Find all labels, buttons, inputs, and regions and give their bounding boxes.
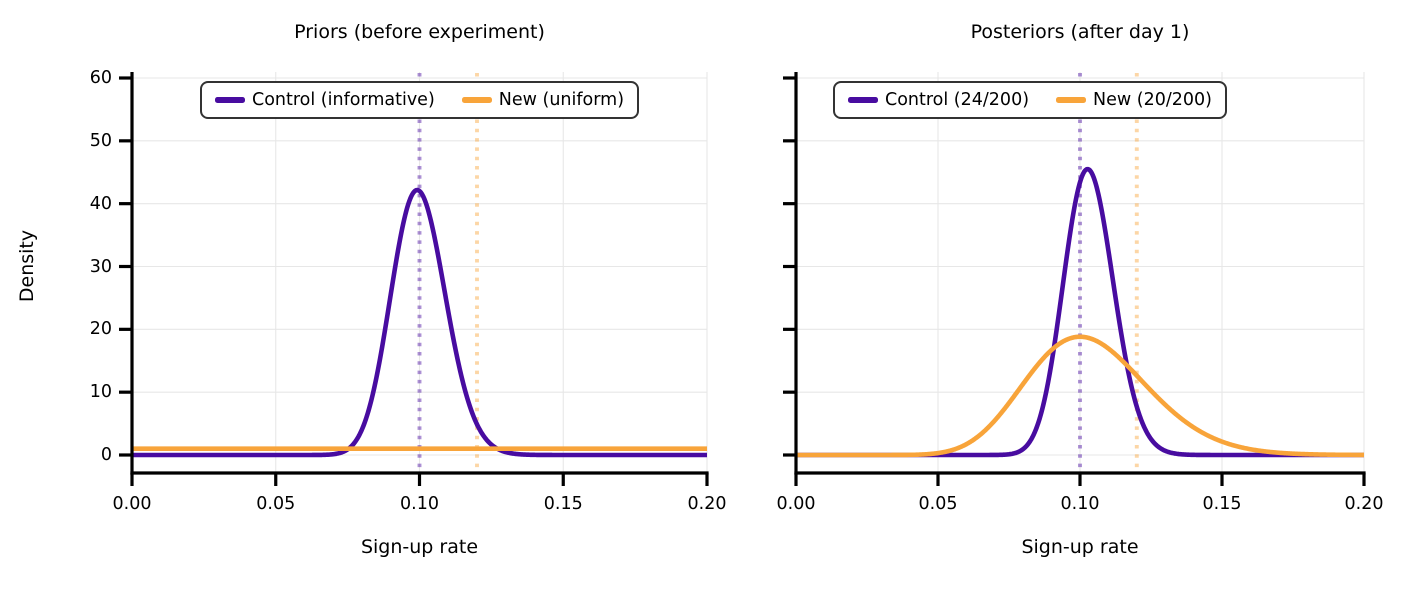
y-tick-label: 60 (89, 68, 112, 88)
x-tick-label: 0.15 (1202, 494, 1242, 514)
density-curve (130, 187, 709, 458)
posteriors-plot-canvas (783, 72, 1366, 486)
y-tick-label: 20 (89, 319, 112, 340)
legend-box: Control (24/200) New (20/200) (832, 81, 1227, 119)
panel-posteriors: Posteriors (after day 1) Control (24/200… (727, 0, 1423, 596)
legend-swatch-new (461, 97, 492, 103)
x-tick-label: 0.10 (400, 494, 439, 514)
legend-swatch-new (1056, 97, 1087, 103)
x-tick-label: 0.00 (776, 494, 816, 514)
legend-label-control: Control (informative) (251, 90, 435, 110)
y-tick-label: 30 (89, 256, 112, 277)
x-tick-label: 0.00 (112, 494, 152, 514)
panel-priors: Priors (before experiment) Control (info… (89, 21, 727, 558)
legend-box: Control (informative) New (uniform) (199, 81, 640, 119)
legend-entry-control: Control (informative) (214, 89, 435, 111)
priors-plot-canvas (119, 72, 709, 486)
density-curve (794, 334, 1366, 458)
y-tick-label: 50 (89, 130, 112, 151)
legend-label-control: Control (24/200) (884, 90, 1030, 110)
x-axis-label-priors: Sign-up rate (360, 536, 479, 558)
x-tick-label: 0.10 (1060, 494, 1100, 514)
y-tick-label: 10 (89, 382, 112, 403)
x-tick-label: 0.15 (543, 494, 583, 514)
legend-entry-new: New (20/200) (1056, 89, 1212, 111)
x-tick-label: 0.05 (918, 494, 958, 514)
x-axis-label-posteriors: Sign-up rate (1021, 536, 1139, 558)
x-tick-label: 0.20 (687, 494, 727, 514)
x-tick-label: 0.20 (1344, 494, 1384, 514)
legend-entry-control: Control (24/200) (847, 89, 1030, 111)
legend-priors: Control (informative) New (uniform) (132, 81, 707, 119)
legend-label-new: New (uniform) (498, 90, 625, 110)
legend-swatch-control (847, 97, 878, 103)
x-tick-label: 0.05 (256, 494, 296, 514)
legend-posteriors: Control (24/200) New (20/200) (746, 81, 1314, 119)
plot-title-priors: Priors (before experiment) (294, 21, 545, 43)
legend-label-new: New (20/200) (1093, 90, 1212, 110)
y-tick-label: 40 (89, 193, 112, 214)
y-tick-label: 0 (100, 445, 112, 465)
legend-entry-new: New (uniform) (461, 89, 625, 111)
legend-swatch-control (214, 97, 245, 103)
plot-title-posteriors: Posteriors (after day 1) (970, 21, 1190, 43)
